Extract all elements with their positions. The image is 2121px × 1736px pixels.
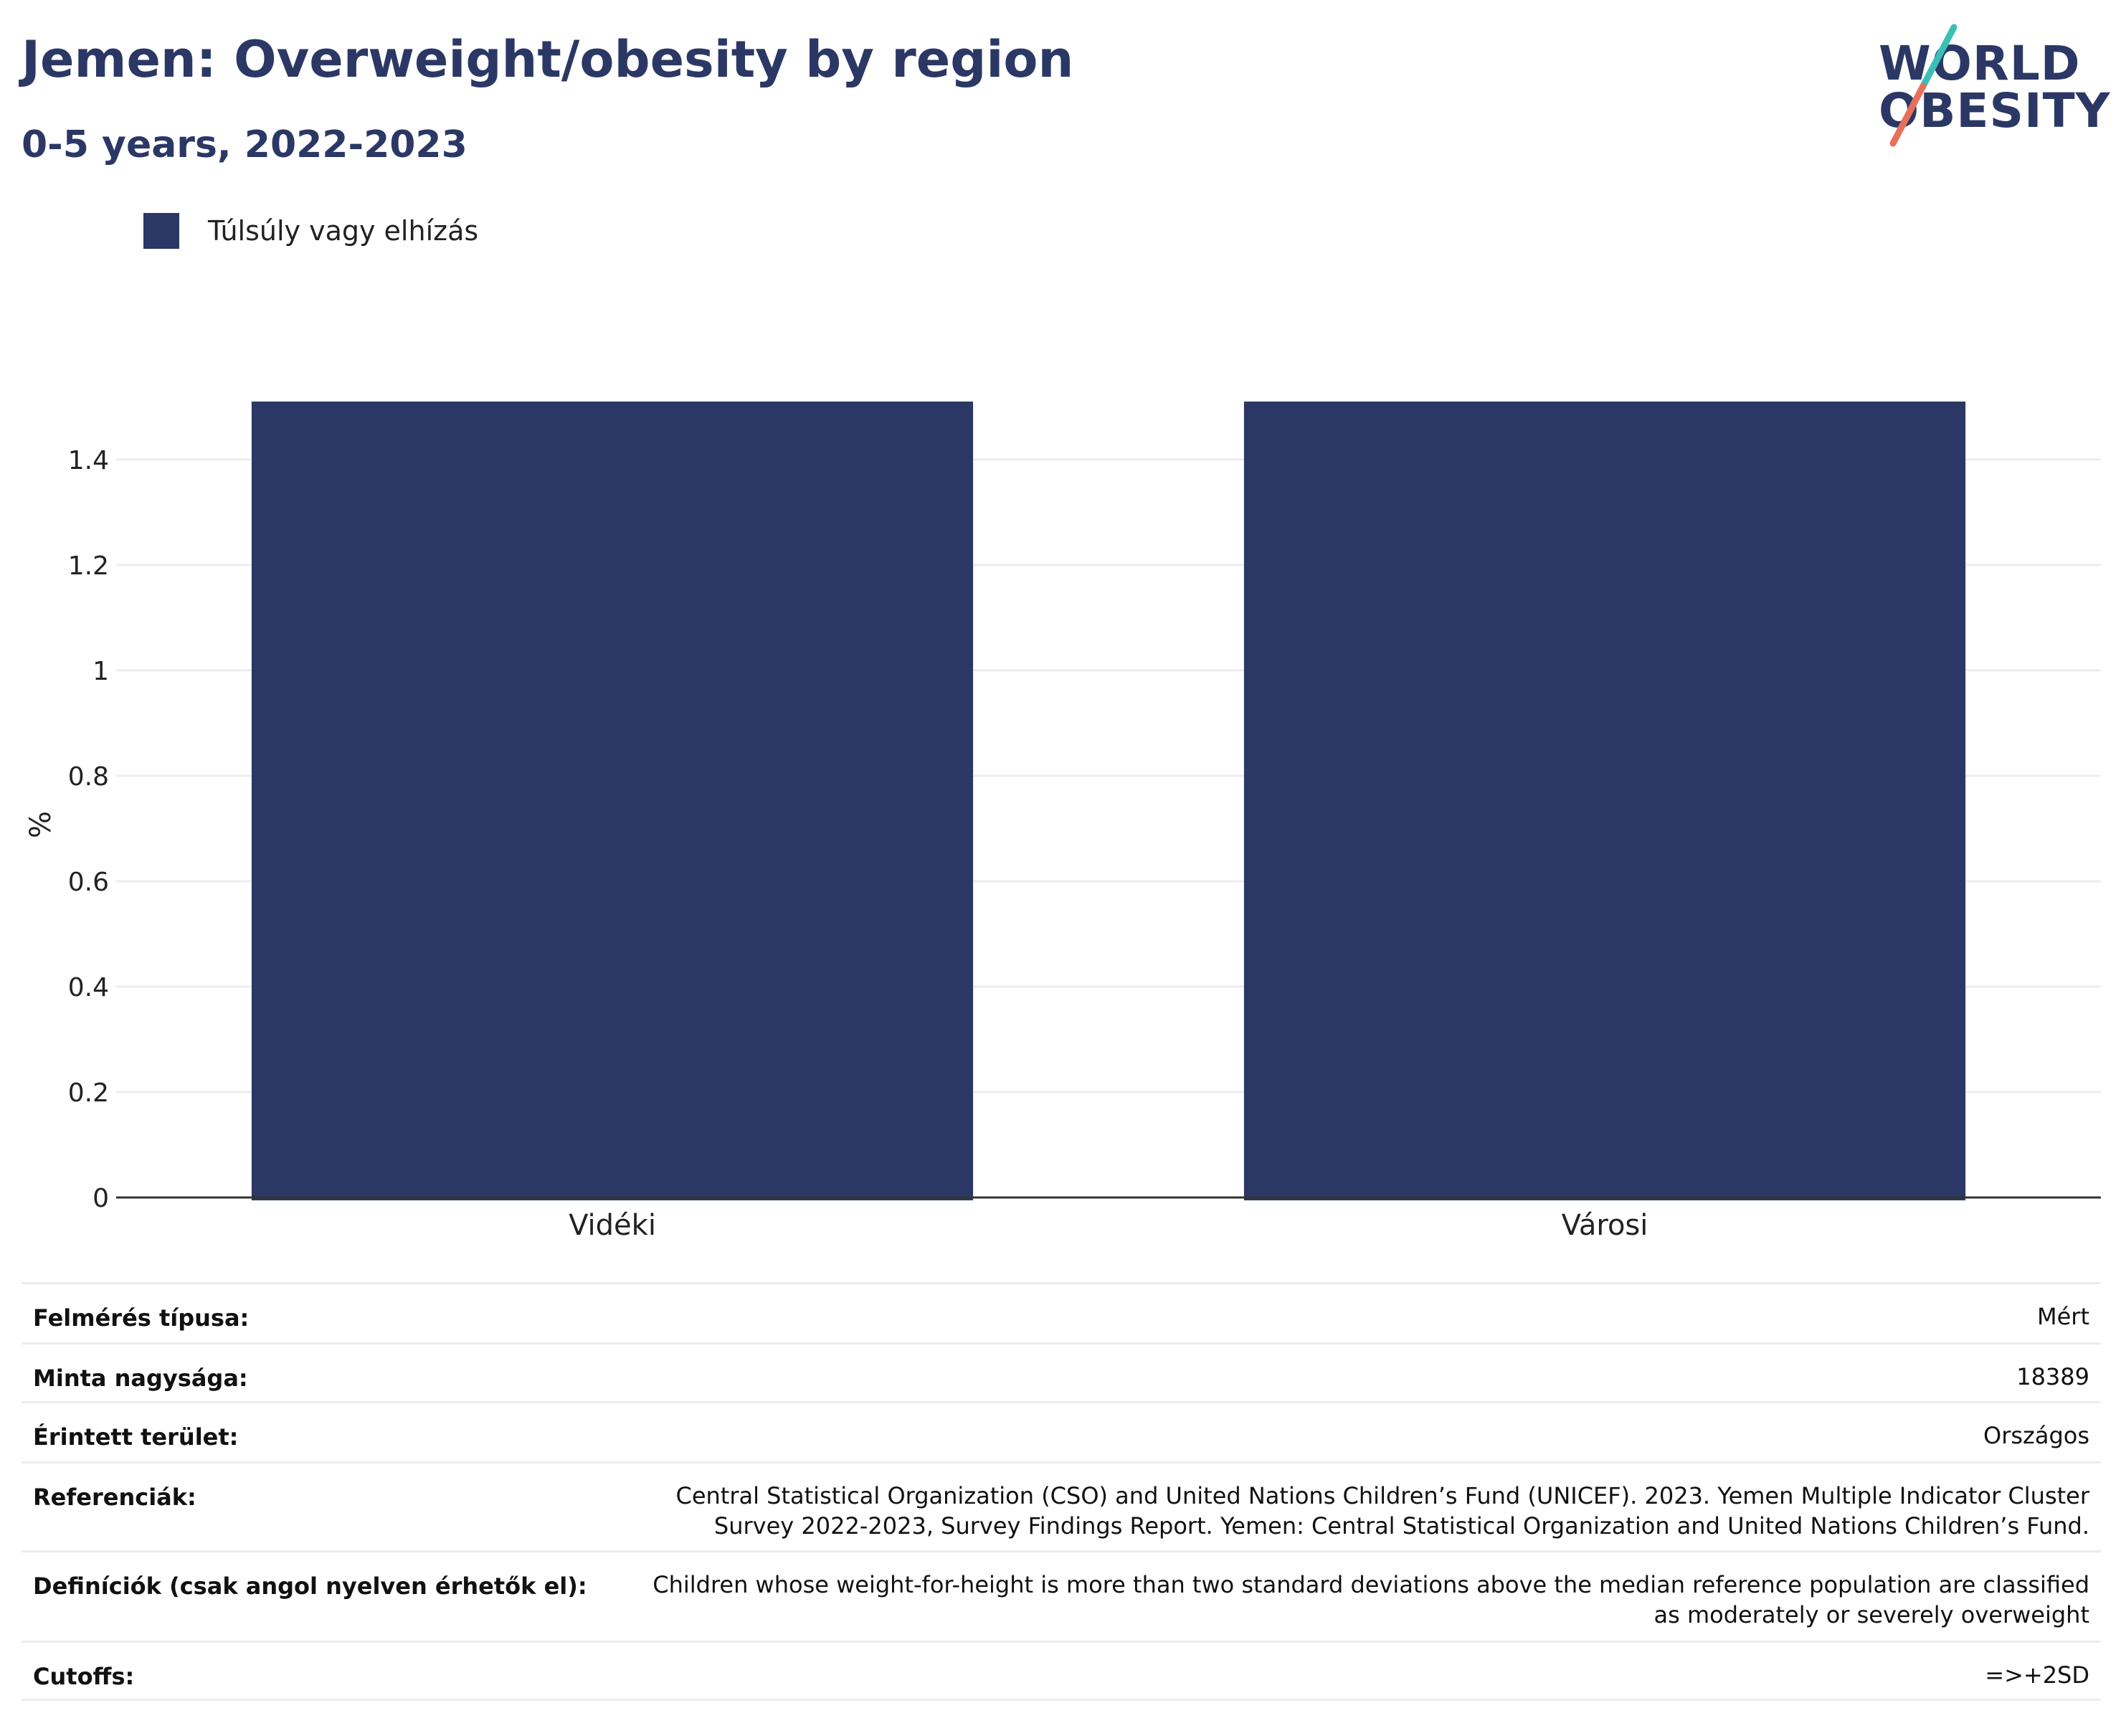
legend-swatch bbox=[143, 213, 179, 249]
y-tick-label: 0.4 bbox=[68, 973, 109, 1002]
bar-chart: 0 0.2 0.4 0.6 0.8 1 1.2 1.4 Vidéki Városi% bbox=[24, 402, 2101, 1242]
y-tick-label: 0.8 bbox=[68, 762, 109, 792]
y-tick-label: 1.4 bbox=[68, 446, 109, 475]
y-tick-label: 0.6 bbox=[68, 868, 109, 897]
y-tick-label: 1.2 bbox=[68, 551, 109, 581]
info-label: Felmérés típusa: bbox=[33, 1304, 250, 1332]
logo-text-world: WORLD bbox=[1879, 36, 2081, 91]
info-label: Minta nagysága: bbox=[33, 1365, 248, 1392]
logo-slash-icon bbox=[1889, 24, 1958, 147]
legend-label: Túlsúly vagy elhízás bbox=[208, 215, 479, 247]
info-value: Mért bbox=[2037, 1303, 2089, 1330]
info-value: Országos bbox=[1983, 1422, 2089, 1449]
bar-varosi bbox=[1243, 402, 1966, 1200]
y-tick-label: 0.2 bbox=[68, 1078, 109, 1108]
info-label: Érintett terület: bbox=[33, 1423, 239, 1451]
y-tick-label: 1 bbox=[92, 657, 109, 686]
info-value: =>+2SD bbox=[1985, 1661, 2089, 1689]
survey-info-table: Felmérés típusa: Mért Minta nagysága: 18… bbox=[22, 1282, 2101, 1701]
info-row-area: Érintett terület: Országos bbox=[22, 1401, 2101, 1461]
x-tick-label: Vidéki bbox=[569, 1209, 656, 1242]
info-label: Cutoffs: bbox=[33, 1663, 135, 1690]
info-row-sample-size: Minta nagysága: 18389 bbox=[22, 1342, 2101, 1401]
info-value: 18389 bbox=[2016, 1363, 2089, 1390]
info-label: Definíciók (csak angol nyelven érhetők e… bbox=[33, 1573, 587, 1600]
world-obesity-logo: WORLD OBESITY bbox=[1871, 20, 2110, 156]
chart-legend: Túlsúly vagy elhízás bbox=[143, 212, 478, 250]
info-value: Central Statistical Organization (CSO) a… bbox=[675, 1482, 2089, 1540]
info-row-definitions: Definíciók (csak angol nyelven érhetők e… bbox=[22, 1550, 2101, 1641]
x-tick-label: Városi bbox=[1562, 1209, 1648, 1242]
y-tick-label: 0 bbox=[92, 1184, 109, 1213]
info-label: Referenciák: bbox=[33, 1484, 196, 1511]
info-row-survey-type: Felmérés típusa: Mért bbox=[22, 1282, 2101, 1342]
chart-subtitle: 0-5 years, 2022-2023 bbox=[22, 123, 468, 166]
info-value: Children whose weight-for-height is more… bbox=[653, 1571, 2089, 1628]
bar-videki bbox=[251, 402, 974, 1200]
info-row-cutoffs: Cutoffs: =>+2SD bbox=[22, 1641, 2101, 1701]
chart-title: Jemen: Overweight/obesity by region bbox=[22, 30, 1074, 89]
y-axis-label: % bbox=[24, 811, 57, 838]
info-row-references: Referenciák: Central Statistical Organiz… bbox=[22, 1461, 2101, 1550]
